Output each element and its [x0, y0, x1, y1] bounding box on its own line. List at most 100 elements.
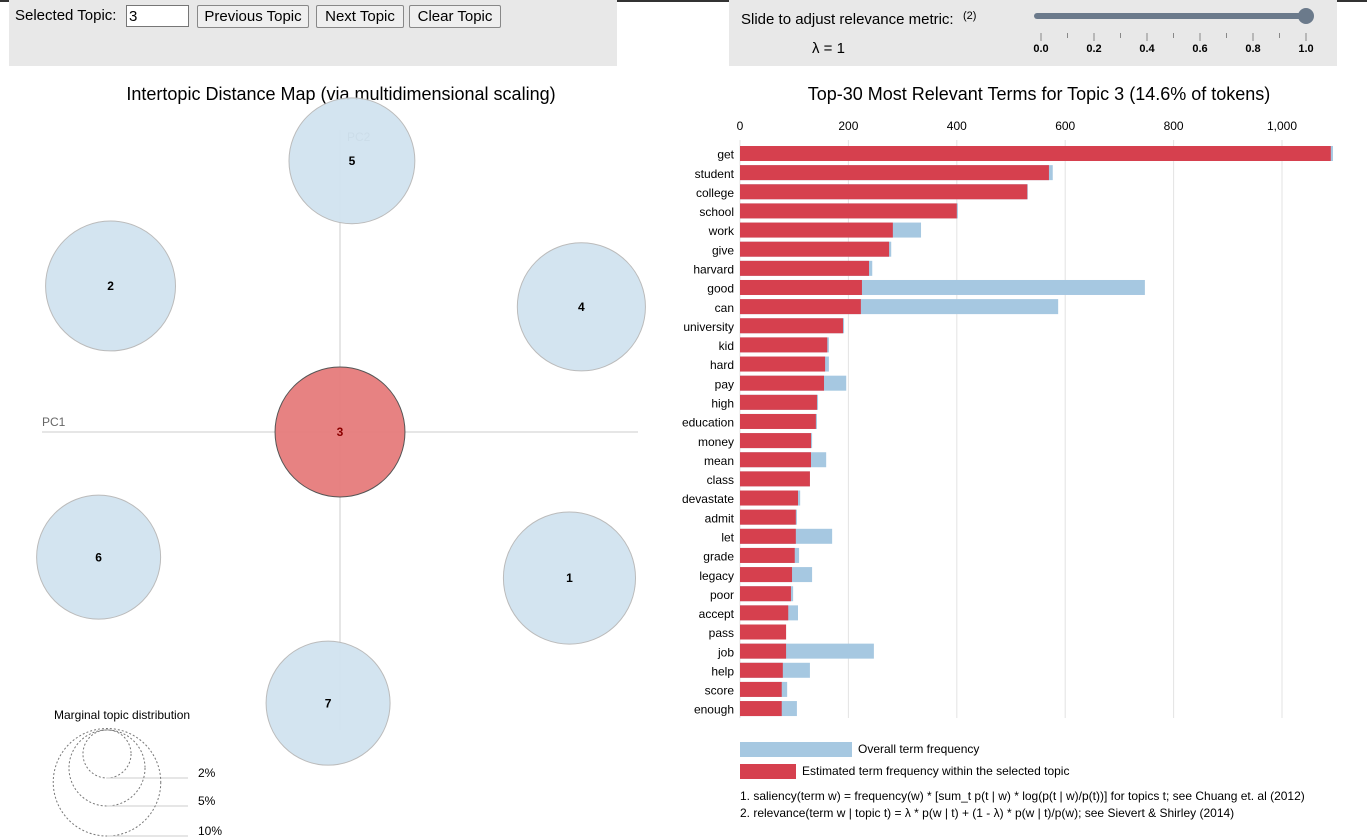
term-bar[interactable]: [740, 299, 861, 315]
term-bar[interactable]: [740, 605, 789, 621]
term-label[interactable]: admit: [705, 511, 735, 525]
term-label[interactable]: good: [707, 282, 734, 296]
term-bar[interactable]: [740, 643, 787, 659]
topic-label: 3: [337, 425, 344, 439]
legend-swatch: [740, 742, 852, 757]
term-label[interactable]: devastate: [682, 492, 734, 506]
topic-circle[interactable]: [45, 220, 176, 352]
term-label[interactable]: enough: [694, 703, 734, 717]
term-label[interactable]: score: [705, 684, 735, 698]
term-label[interactable]: university: [683, 320, 734, 334]
term-bar[interactable]: [740, 701, 782, 717]
term-label[interactable]: let: [721, 530, 734, 544]
term-bar[interactable]: [740, 222, 893, 238]
term-bar[interactable]: [740, 146, 1331, 161]
term-label[interactable]: kid: [719, 339, 734, 353]
size-legend-label: 10%: [198, 824, 222, 838]
slider-tick-label: 0.2: [1086, 43, 1101, 55]
term-label[interactable]: hard: [710, 358, 734, 372]
term-bar[interactable]: [740, 586, 791, 602]
term-label[interactable]: pass: [709, 626, 734, 640]
size-legend-label: 5%: [198, 794, 216, 808]
term-bar[interactable]: [740, 547, 795, 563]
term-label[interactable]: harvard: [693, 263, 734, 277]
topic-circle[interactable]: [265, 640, 391, 766]
term-label[interactable]: college: [696, 186, 734, 200]
term-label[interactable]: school: [699, 205, 734, 219]
term-label[interactable]: education: [682, 416, 734, 430]
topic-label: 4: [578, 300, 585, 314]
previous-button[interactable]: Previous Topic: [197, 5, 309, 28]
term-bar[interactable]: [740, 567, 793, 583]
term-label[interactable]: grade: [703, 550, 734, 564]
chart-title: Top-30 Most Relevant Terms for Topic 3 (…: [808, 84, 1271, 104]
term-bar[interactable]: [740, 279, 862, 295]
size-legend-circle: [68, 729, 146, 807]
term-label[interactable]: job: [717, 645, 734, 659]
topic-label: 1: [566, 571, 573, 585]
term-bar[interactable]: [740, 528, 796, 544]
term-label[interactable]: high: [711, 396, 734, 410]
term-label[interactable]: mean: [704, 454, 734, 468]
topic-circle[interactable]: [288, 97, 416, 225]
selected-topic-label: Selected Topic:: [15, 7, 117, 24]
term-bar[interactable]: [740, 337, 828, 353]
legend-label: Estimated term frequency within the sele…: [802, 764, 1069, 778]
x-tick-label: 800: [1164, 119, 1184, 133]
size-legend-circle: [82, 729, 132, 779]
term-bar[interactable]: [740, 413, 816, 429]
term-label[interactable]: money: [698, 435, 734, 449]
term-bar[interactable]: [740, 165, 1049, 181]
term-bar[interactable]: [740, 452, 812, 468]
slider-handle[interactable]: [1298, 8, 1314, 24]
term-label[interactable]: accept: [699, 607, 735, 621]
term-label[interactable]: poor: [710, 588, 734, 602]
term-bar[interactable]: [740, 433, 812, 449]
footnote: 1. saliency(term w) = frequency(w) * [su…: [740, 789, 1305, 803]
slider-label: Slide to adjust relevance metric:: [741, 11, 954, 28]
clear-button[interactable]: Clear Topic: [409, 5, 501, 28]
slider-tick-label: 1.0: [1298, 43, 1313, 55]
term-label[interactable]: help: [711, 664, 734, 678]
slider-tick-label: 0.4: [1139, 43, 1155, 55]
term-bar[interactable]: [740, 356, 826, 372]
term-label[interactable]: give: [712, 243, 734, 257]
term-bar[interactable]: [740, 375, 825, 391]
topic-label: 5: [349, 154, 356, 168]
slider-tick-label: 0.8: [1245, 43, 1260, 55]
term-label[interactable]: can: [715, 301, 734, 315]
x-tick-label: 1,000: [1267, 119, 1297, 133]
term-bar[interactable]: [740, 318, 843, 334]
term-bar[interactable]: [740, 260, 869, 276]
topic-circle[interactable]: [274, 366, 406, 498]
topic-input[interactable]: 3: [126, 5, 189, 27]
slider-tick-label: 0.6: [1192, 43, 1207, 55]
topic-circle[interactable]: [502, 511, 637, 645]
term-label[interactable]: work: [708, 224, 735, 238]
size-legend-circle: [52, 727, 162, 837]
term-label[interactable]: student: [695, 167, 735, 181]
lambda-label: λ = 1: [812, 40, 845, 57]
topic-circle[interactable]: [36, 494, 162, 620]
term-bar[interactable]: [740, 241, 890, 257]
legend-swatch: [740, 764, 796, 779]
next-button[interactable]: Next Topic: [316, 5, 404, 28]
term-bar[interactable]: [740, 509, 796, 525]
term-bar[interactable]: [740, 471, 810, 487]
size-legend-title: Marginal topic distribution: [54, 708, 190, 722]
term-label[interactable]: get: [717, 148, 734, 162]
x-tick-label: 0: [737, 119, 744, 133]
term-bar[interactable]: [740, 394, 817, 410]
term-bar[interactable]: [740, 624, 787, 640]
term-bar[interactable]: [740, 681, 782, 697]
term-bar[interactable]: [740, 490, 798, 506]
term-bar[interactable]: [740, 184, 1028, 200]
x-tick-label: 600: [1055, 119, 1075, 133]
term-bar[interactable]: [740, 662, 783, 678]
term-bar[interactable]: [740, 203, 957, 219]
term-label[interactable]: class: [707, 473, 734, 487]
topic-circle[interactable]: [516, 242, 646, 372]
term-label[interactable]: pay: [715, 377, 734, 391]
term-label[interactable]: legacy: [699, 569, 734, 583]
